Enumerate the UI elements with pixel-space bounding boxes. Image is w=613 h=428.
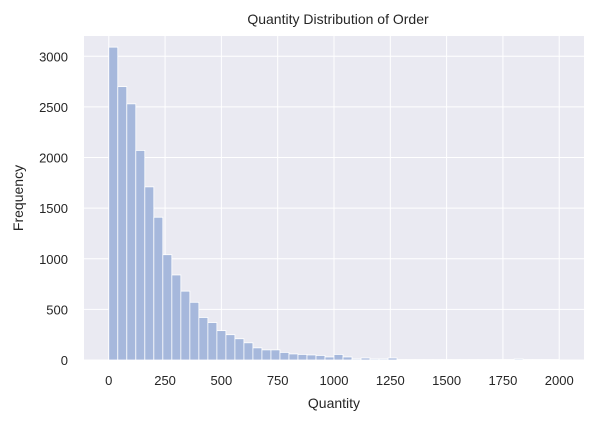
histogram-bar bbox=[486, 359, 497, 361]
histogram-bar bbox=[216, 330, 227, 361]
histogram-bar bbox=[234, 338, 245, 361]
x-tick-label: 1250 bbox=[376, 373, 405, 388]
histogram-bar bbox=[405, 359, 416, 361]
histogram-bar bbox=[225, 334, 236, 361]
x-tick-label: 500 bbox=[211, 373, 233, 388]
histogram-bar bbox=[477, 359, 488, 361]
x-tick-label: 2000 bbox=[545, 373, 574, 388]
histogram-bar bbox=[459, 359, 470, 361]
histogram-bar bbox=[450, 359, 461, 361]
x-axis-ticks: 0 250 500 750 1000 1250 1500 1750 2000 bbox=[105, 373, 574, 388]
y-axis-label: Frequency bbox=[10, 165, 26, 231]
y-axis-ticks: 0 500 1000 1500 2000 2500 3000 bbox=[39, 49, 68, 368]
x-axis-label: Quantity bbox=[308, 395, 360, 411]
histogram-bar bbox=[153, 216, 164, 361]
x-tick-label: 1500 bbox=[432, 373, 461, 388]
y-tick-label: 1000 bbox=[39, 252, 68, 267]
histogram-bar bbox=[540, 359, 551, 361]
x-tick-label: 1750 bbox=[488, 373, 517, 388]
histogram-bar bbox=[108, 46, 119, 361]
histogram-bar bbox=[495, 359, 506, 361]
histogram-bars bbox=[108, 46, 560, 361]
histogram-bar bbox=[432, 359, 443, 361]
histogram-bar bbox=[288, 353, 299, 361]
histogram-bar bbox=[387, 357, 398, 361]
histogram-bar bbox=[126, 103, 137, 361]
x-tick-label: 1000 bbox=[320, 373, 349, 388]
y-tick-label: 2500 bbox=[39, 100, 68, 115]
histogram-bar bbox=[162, 254, 173, 361]
histogram-bar bbox=[171, 274, 182, 361]
y-tick-label: 1500 bbox=[39, 201, 68, 216]
y-tick-label: 3000 bbox=[39, 49, 68, 64]
histogram-bar bbox=[135, 150, 146, 361]
histogram-bar bbox=[252, 347, 263, 361]
y-tick-label: 0 bbox=[61, 353, 68, 368]
histogram-bar bbox=[522, 359, 533, 361]
histogram-bar bbox=[441, 359, 452, 361]
histogram-bar bbox=[423, 359, 434, 361]
chart-title: Quantity Distribution of Order bbox=[247, 11, 429, 27]
x-tick-label: 0 bbox=[105, 373, 112, 388]
histogram-bar bbox=[180, 290, 191, 361]
x-tick-label: 750 bbox=[267, 373, 289, 388]
histogram-bar bbox=[261, 349, 272, 361]
histogram-bar bbox=[117, 86, 128, 361]
y-tick-label: 2000 bbox=[39, 151, 68, 166]
histogram-bar bbox=[207, 322, 218, 361]
histogram-bar bbox=[549, 359, 560, 361]
histogram-bar bbox=[414, 359, 425, 361]
histogram-bar bbox=[396, 359, 407, 361]
histogram-bar bbox=[342, 356, 353, 361]
histogram-bar bbox=[468, 359, 479, 361]
histogram-bar bbox=[324, 356, 335, 361]
histogram-bar bbox=[198, 317, 209, 361]
histogram-bar bbox=[351, 358, 362, 361]
histogram-bar bbox=[279, 352, 290, 361]
histogram-bar bbox=[315, 355, 326, 361]
histogram-bar bbox=[144, 186, 155, 361]
histogram-bar bbox=[504, 359, 515, 361]
histogram-bar bbox=[531, 359, 542, 361]
histogram-bar bbox=[333, 354, 344, 361]
histogram-bar bbox=[189, 301, 200, 361]
histogram-bar bbox=[513, 358, 524, 361]
histogram-bar bbox=[243, 342, 254, 361]
histogram-bar bbox=[306, 354, 317, 361]
histogram-bar bbox=[360, 357, 371, 361]
histogram-bar bbox=[369, 358, 380, 361]
histogram-bar bbox=[270, 349, 281, 361]
y-tick-label: 500 bbox=[46, 302, 68, 317]
histogram-bar bbox=[297, 354, 308, 361]
histogram-bar bbox=[378, 358, 389, 361]
x-tick-label: 250 bbox=[154, 373, 176, 388]
